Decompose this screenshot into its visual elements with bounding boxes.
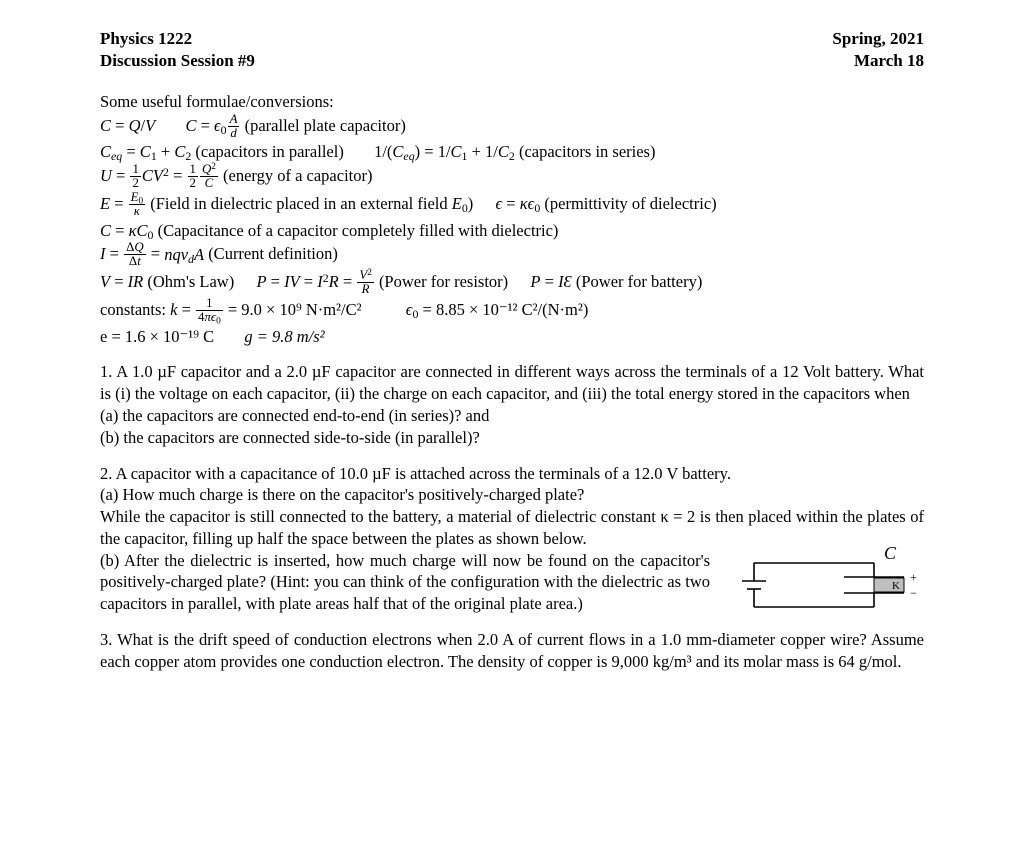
course-title: Physics 1222 <box>100 28 255 50</box>
permittivity-label: (permittivity of dielectric) <box>544 194 716 213</box>
dielectric-K-label: K <box>892 580 900 592</box>
problem-1-text: 1. A 1.0 µF capacitor and a 2.0 µF capac… <box>100 361 924 405</box>
session-title: Discussion Session #9 <box>100 50 255 72</box>
problem-3-text: 3. What is the drift speed of conduction… <box>100 629 924 673</box>
minus-label: − <box>910 586 917 600</box>
formulae-block: Some useful formulae/conversions: C = Q/… <box>100 91 924 348</box>
formulae-title: Some useful formulae/conversions: <box>100 91 924 113</box>
formula-line-9: e = 1.6 × 10⁻¹⁹ C g = 9.8 m/s² <box>100 326 924 348</box>
formula-line-5: C = κC0 (Capacitance of a capacitor comp… <box>100 220 924 242</box>
problem-2b: (b) After the dielectric is inserted, ho… <box>100 550 710 615</box>
energy-label: (energy of a capacitor) <box>223 166 372 185</box>
formula-line-4: E = E0κ (Field in dielectric placed in a… <box>100 192 924 219</box>
problem-3: 3. What is the drift speed of conduction… <box>100 629 924 673</box>
problem-2-line1: 2. A capacitor with a capacitance of 10.… <box>100 463 924 485</box>
parallel-plate-label: (parallel plate capacitor) <box>245 116 406 135</box>
dielectric-field-label: (Field in dielectric placed in an extern… <box>150 194 451 213</box>
formula-line-1: C = Q/V C = ϵ0Ad (parallel plate capacit… <box>100 114 924 141</box>
worksheet-page: Physics 1222 Discussion Session #9 Sprin… <box>0 0 1024 864</box>
parallel-caps-label: (capacitors in parallel) <box>195 142 343 161</box>
constants-label: constants: <box>100 300 170 319</box>
problem-2a: (a) How much charge is there on the capa… <box>100 484 924 506</box>
capacitor-C-label: C <box>884 543 897 563</box>
ohms-law-label: (Ohm's Law) <box>143 272 234 291</box>
formula-line-8: constants: k = 14πϵ0 = 9.0 × 10⁹ N·m²/C²… <box>100 298 924 325</box>
formula-line-7: V = IR (Ohm's Law) P = IV = I2R = V2R (P… <box>100 270 924 297</box>
formula-line-3: U = 12CV2 = 12Q2C (energy of a capacitor… <box>100 164 924 191</box>
formula-line-2: Ceq = C1 + C2 (capacitors in parallel) 1… <box>100 141 924 163</box>
k-value: = 9.0 × 10⁹ N·m²/C² <box>228 300 362 319</box>
power-resistor-label: (Power for resistor) <box>379 272 508 291</box>
circuit-diagram: C K + − <box>724 543 924 625</box>
kappa-cap-label: (Capacitance of a capacitor completely f… <box>158 221 559 240</box>
power-battery-label: (Power for battery) <box>572 272 703 291</box>
g-value: g = 9.8 m/s² <box>244 327 324 346</box>
problem-1b: (b) the capacitors are connected side-to… <box>100 427 924 449</box>
formula-line-6: I = ΔQΔt = nqvdA (Current definition) <box>100 242 924 269</box>
page-header: Physics 1222 Discussion Session #9 Sprin… <box>100 28 924 73</box>
problem-2: 2. A capacitor with a capacitance of 10.… <box>100 463 924 615</box>
problem-1a: (a) the capacitors are connected end-to-… <box>100 405 924 427</box>
plus-label: + <box>910 570 917 584</box>
eps0-value: = 8.85 × 10⁻¹² C²/(N·m²) <box>418 300 588 319</box>
electron-charge: e = 1.6 × 10⁻¹⁹ C <box>100 327 214 346</box>
date: March 18 <box>832 50 924 72</box>
term: Spring, 2021 <box>832 28 924 50</box>
current-def-label: (Current definition) <box>208 245 338 264</box>
problem-1: 1. A 1.0 µF capacitor and a 2.0 µF capac… <box>100 361 924 448</box>
series-caps-label: (capacitors in series) <box>519 142 656 161</box>
